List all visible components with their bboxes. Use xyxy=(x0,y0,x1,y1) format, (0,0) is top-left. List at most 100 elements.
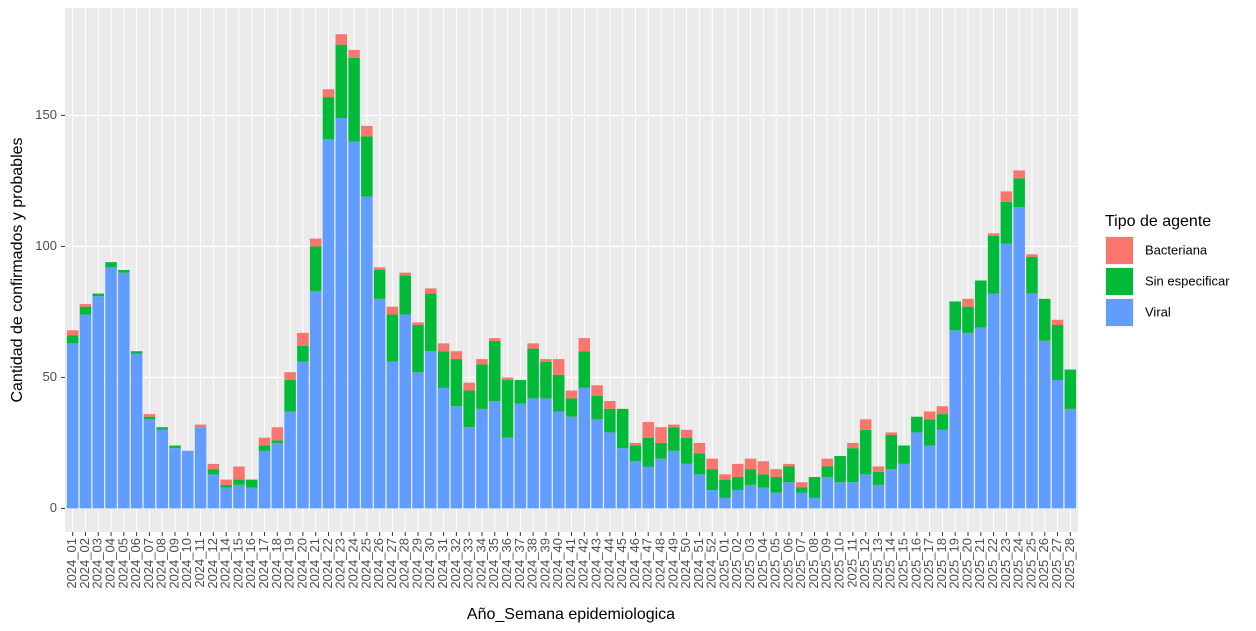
x-tick-label: 2024_21 xyxy=(307,538,322,589)
bar-segment xyxy=(783,482,795,509)
x-tick-label: 2024_08 xyxy=(154,538,169,589)
bar-segment xyxy=(911,416,923,433)
bar-segment xyxy=(540,359,552,362)
x-tick-label: 2024_52 xyxy=(704,538,719,589)
x-tick-label: 2024_33 xyxy=(461,538,476,589)
bar-segment xyxy=(335,118,348,509)
bar-segment xyxy=(744,458,757,470)
bar-segment xyxy=(527,398,539,509)
x-tick-label: 2025_27 xyxy=(1049,538,1064,589)
bar-segment xyxy=(245,487,258,509)
bar-segment xyxy=(770,492,782,509)
bar-segment xyxy=(361,125,373,137)
bar-segment xyxy=(118,270,130,273)
bar-segment xyxy=(604,401,616,409)
x-tick-label: 2025_12 xyxy=(857,538,872,589)
bar-segment xyxy=(309,238,322,247)
bar-segment xyxy=(616,408,629,449)
bar-segment xyxy=(297,332,309,346)
bar-segment xyxy=(732,476,744,491)
x-tick-label: 2024_18 xyxy=(269,538,284,589)
bar-segment xyxy=(936,406,949,415)
x-tick-label: 2024_22 xyxy=(320,538,335,589)
bar-segment xyxy=(591,385,603,396)
bar-segment xyxy=(233,479,245,485)
bar-segment xyxy=(680,429,693,438)
x-tick-label: 2024_51 xyxy=(691,538,706,589)
bar-segment xyxy=(604,408,616,433)
bar-segment xyxy=(399,272,411,276)
bar-segment xyxy=(143,419,156,509)
x-tick-label: 2024_07 xyxy=(141,538,156,589)
bar-segment xyxy=(962,298,974,307)
x-tick-label: 2024_17 xyxy=(256,538,271,589)
bar-segment xyxy=(757,487,770,509)
bar-segment xyxy=(220,487,232,509)
bar-segment xyxy=(143,416,156,420)
x-tick-label: 2025_06 xyxy=(780,538,795,589)
bar-segment xyxy=(79,306,92,315)
bar-segment xyxy=(962,306,974,333)
bar-segment xyxy=(66,330,79,336)
legend-label: Bacteriana xyxy=(1145,242,1208,257)
bar-segment xyxy=(629,445,642,462)
x-tick-label: 2024_38 xyxy=(525,538,540,589)
x-tick-label: 2024_20 xyxy=(294,538,309,589)
bar-segment xyxy=(898,445,910,464)
x-tick-label: 2025_17 xyxy=(921,538,936,589)
bar-segment xyxy=(450,351,463,360)
x-tick-label: 2025_14 xyxy=(883,538,898,589)
bar-segment xyxy=(348,49,360,58)
bar-segment xyxy=(642,437,654,467)
bar-segment xyxy=(322,89,335,98)
bar-segment xyxy=(872,471,885,485)
bar-segment xyxy=(156,429,168,509)
bar-segment xyxy=(335,44,348,119)
bar-segment xyxy=(130,351,143,354)
bar-segment xyxy=(604,432,616,509)
bar-segment xyxy=(719,479,731,498)
x-tick-label: 2024_31 xyxy=(435,538,450,589)
bar-segment xyxy=(834,482,846,509)
bar-segment xyxy=(923,445,936,509)
bar-segment xyxy=(284,372,296,381)
x-tick-label: 2024_30 xyxy=(422,538,437,589)
bar-segment xyxy=(489,340,501,401)
bar-segment xyxy=(182,450,194,509)
bar-segment xyxy=(591,395,603,420)
bar-segment xyxy=(629,442,642,446)
x-tick-label: 2025_20 xyxy=(959,538,974,589)
bar-segment xyxy=(271,442,284,509)
bar-segment xyxy=(194,427,207,509)
bar-segment xyxy=(258,445,271,451)
bar-segment xyxy=(412,372,424,509)
x-tick-label: 2025_22 xyxy=(985,538,1000,589)
bar-segment xyxy=(399,275,411,315)
bar-segment xyxy=(514,403,527,509)
bar-segment xyxy=(348,57,360,142)
bar-segment xyxy=(143,414,156,417)
bar-segment xyxy=(936,429,949,509)
bar-segment xyxy=(693,474,706,509)
x-tick-label: 2025_16 xyxy=(908,538,923,589)
bar-segment xyxy=(859,429,872,475)
bar-segment xyxy=(987,235,1000,294)
bar-segment xyxy=(642,421,654,438)
bar-segment xyxy=(271,440,284,443)
bar-segment xyxy=(450,359,463,407)
bar-segment xyxy=(578,387,591,509)
bar-segment xyxy=(795,492,808,509)
bar-segment xyxy=(1026,293,1038,509)
bar-segment xyxy=(527,343,539,349)
x-tick-label: 2025_13 xyxy=(870,538,885,589)
bar-segment xyxy=(898,463,910,509)
legend-label: Sin especificar xyxy=(1145,273,1230,288)
bar-segment xyxy=(527,348,539,399)
bar-segment xyxy=(386,361,399,509)
bar-segment xyxy=(591,419,603,509)
bar-segment xyxy=(872,484,885,509)
x-tick-label: 2025_04 xyxy=(755,538,770,589)
bar-segment xyxy=(297,345,309,362)
bar-segment xyxy=(744,484,757,509)
bar-segment xyxy=(1038,298,1051,341)
